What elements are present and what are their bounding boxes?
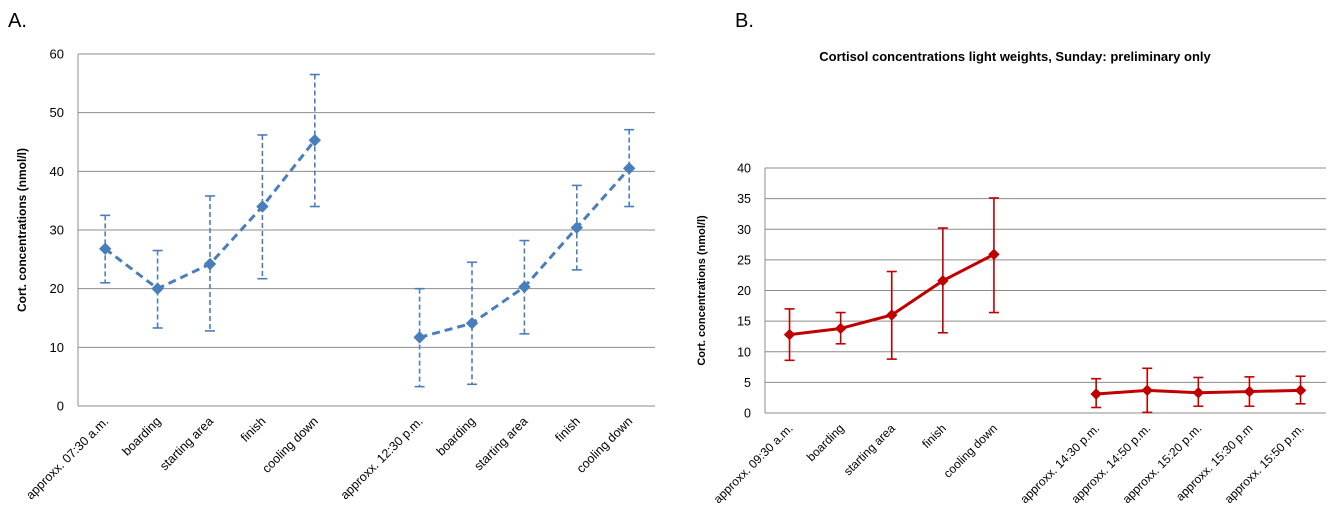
y-tick-label: 40: [737, 162, 751, 176]
x-tick-label: boarding: [804, 421, 847, 464]
data-point: [1090, 388, 1102, 400]
x-tick-label: starting area: [471, 414, 530, 473]
y-tick-label: 30: [50, 223, 64, 238]
data-point: [1141, 384, 1153, 397]
data-point: [98, 242, 112, 255]
data-point: [1243, 385, 1256, 398]
panel-a-label: A.: [8, 10, 27, 32]
x-tick-label: boarding: [119, 414, 163, 458]
y-axis-label: Cort. concentrations (nmol/l): [15, 148, 29, 312]
y-axis-label: Cort. concentrations (nmol/l): [696, 215, 708, 366]
data-point: [783, 328, 796, 341]
y-tick-label: 40: [50, 164, 64, 179]
data-point: [151, 282, 164, 295]
y-tick-label: 5: [744, 376, 751, 390]
data-point: [1192, 387, 1205, 399]
data-point: [570, 221, 584, 234]
data-point: [308, 134, 322, 147]
y-tick-label: 15: [737, 315, 751, 329]
x-tick-label: approxx. 09:30 a.m.: [711, 421, 796, 506]
x-tick-label: finish: [238, 414, 269, 445]
x-tick-label: cooling down: [259, 414, 321, 476]
x-tick-label: approxx. 07:30 a.m.: [23, 414, 111, 502]
y-tick-label: 20: [50, 281, 64, 296]
x-tick-label: cooling down: [941, 421, 1000, 480]
y-tick-label: 0: [57, 399, 64, 414]
data-point: [622, 162, 636, 175]
y-tick-label: 50: [50, 105, 64, 120]
data-point: [937, 274, 949, 287]
x-tick-label: boarding: [434, 414, 478, 458]
data-point: [886, 309, 898, 321]
chart-a: 0 10 20 30 40 50 60 Cort. concentrations (nmol/…: [15, 47, 655, 502]
data-point: [256, 200, 269, 213]
x-tick-label: approxx. 12:30 p.m.: [338, 414, 426, 502]
data-point: [413, 331, 426, 344]
data-point: [988, 248, 1000, 261]
y-tick-label: 20: [737, 284, 751, 298]
y-tick-label: 10: [50, 340, 64, 355]
x-tick-label: starting area: [841, 421, 898, 478]
y-tick-label: 25: [737, 253, 751, 267]
y-tick-label: 60: [50, 47, 64, 62]
data-point: [834, 322, 847, 335]
x-tick-label: finish: [919, 421, 949, 451]
x-tick-label: starting area: [157, 414, 216, 473]
panel-b-label: B.: [735, 10, 754, 32]
y-tick-label: 30: [737, 223, 751, 237]
y-tick-label: 35: [737, 192, 751, 206]
chart-b: Cortisol concentrations light weights, S…: [696, 49, 1326, 506]
data-point: [465, 317, 479, 330]
data-point: [203, 257, 217, 271]
x-tick-label: cooling down: [574, 414, 636, 476]
chart-title: Cortisol concentrations light weights, S…: [819, 49, 1211, 64]
y-tick-label: 10: [737, 345, 751, 359]
y-tick-label: 0: [744, 407, 751, 421]
x-tick-label: finish: [552, 414, 583, 445]
data-point: [518, 280, 531, 294]
data-point: [1294, 384, 1307, 397]
